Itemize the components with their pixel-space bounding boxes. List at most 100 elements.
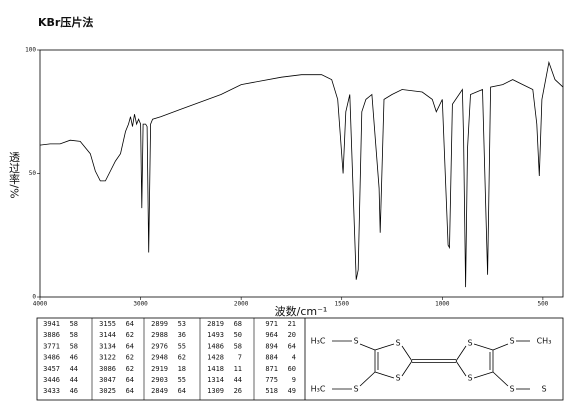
transmittance-cell: 49	[288, 387, 296, 395]
transmittance-cell: 62	[126, 365, 134, 373]
atom-label: S	[395, 339, 400, 348]
wavenumber-cell: 3486	[43, 354, 60, 362]
wavenumber-cell: 2919	[151, 365, 168, 373]
wavenumber-cell: 3155	[99, 320, 116, 328]
x-tick-label: 1000	[435, 301, 450, 308]
wavenumber-cell: 2849	[151, 387, 168, 395]
wavenumber-cell: 3457	[43, 365, 60, 373]
structure	[332, 340, 530, 390]
y-axis-label: 透过率/%	[8, 151, 21, 198]
transmittance-cell: 64	[288, 342, 296, 350]
wavenumber-cell: 2903	[151, 376, 168, 384]
wavenumber-cell: 1428	[207, 354, 224, 362]
transmittance-cell: 44	[234, 376, 242, 384]
transmittance-cell: 64	[178, 387, 186, 395]
transmittance-cell: 7	[238, 354, 242, 362]
wavenumber-cell: 3086	[99, 365, 116, 373]
atom-label: H₃C	[311, 385, 326, 394]
transmittance-cell: 64	[126, 387, 134, 395]
y-tick-label: 50	[29, 170, 37, 177]
transmittance-cell: 18	[178, 365, 186, 373]
transmittance-cell: 36	[178, 331, 186, 339]
transmittance-cell: 20	[288, 331, 296, 339]
spectrum-line	[39, 60, 564, 288]
transmittance-cell: 64	[126, 320, 134, 328]
transmittance-cell: 64	[126, 376, 134, 384]
bond	[401, 345, 413, 362]
atoms: H₃C S S S S S S CH₃ H₃C S S S	[311, 337, 552, 394]
bond	[455, 360, 467, 377]
wavenumber-cell: 964	[265, 331, 278, 339]
transmittance-cell: 46	[70, 354, 78, 362]
atom-label: S	[353, 337, 358, 346]
wavenumber-cell: 3446	[43, 376, 60, 384]
transmittance-cell: 55	[178, 376, 186, 384]
wavenumber-cell: 3771	[43, 342, 60, 350]
wavenumber-cell: 3941	[43, 320, 60, 328]
transmittance-cell: 55	[178, 342, 186, 350]
x-tick-label: 4000	[33, 301, 48, 308]
atom-label: CH₃	[537, 337, 552, 346]
wavenumber-cell: 2988	[151, 331, 168, 339]
atom-label: S	[509, 385, 514, 394]
table-frame	[36, 317, 564, 401]
wavenumber-cell: 2819	[207, 320, 224, 328]
atom-label: S	[353, 385, 358, 394]
transmittance-cell: 46	[70, 387, 78, 395]
wavenumber-cell: 894	[265, 342, 278, 350]
transmittance-cell: 62	[126, 331, 134, 339]
atom-label: S	[467, 339, 472, 348]
wavenumber-cell: 2899	[151, 320, 168, 328]
wavenumber-cell: 3025	[99, 387, 116, 395]
wavenumber-cell: 3433	[43, 387, 60, 395]
transmittance-cell: 58	[70, 320, 78, 328]
bond	[359, 371, 376, 387]
transmittance-cell: 26	[234, 387, 242, 395]
bond	[374, 371, 395, 379]
transmittance-cell: 21	[288, 320, 296, 328]
wavenumber-cell: 971	[265, 320, 278, 328]
x-tick-label: 3000	[133, 301, 148, 308]
bond	[492, 371, 509, 387]
atom-label: H₃C	[311, 337, 326, 346]
bond	[473, 343, 494, 351]
wavenumber-cell: 1493	[207, 331, 224, 339]
x-tick-label: 1500	[335, 301, 350, 308]
transmittance-cell: 9	[292, 376, 296, 384]
wavenumber-cell: 3122	[99, 354, 116, 362]
wavenumber-cell: 2976	[151, 342, 168, 350]
transmittance-cell: 58	[70, 342, 78, 350]
bond	[374, 343, 395, 351]
transmittance-cell: 58	[234, 342, 242, 350]
x-axis-label: 波数/cm⁻¹	[275, 305, 328, 318]
wavenumber-cell: 3144	[99, 331, 116, 339]
atom-label: S	[541, 385, 546, 394]
transmittance-cell: 58	[70, 331, 78, 339]
transmittance-cell: 4	[292, 354, 296, 362]
wavenumber-cell: 871	[265, 365, 278, 373]
wavenumber-cell: 3886	[43, 331, 60, 339]
transmittance-cell: 62	[178, 354, 186, 362]
transmittance-cell: 68	[234, 320, 242, 328]
bond	[455, 345, 467, 362]
wavenumber-cell: 518	[265, 387, 278, 395]
transmittance-cell: 60	[288, 365, 296, 373]
wavenumber-cell: 1309	[207, 387, 224, 395]
bond	[492, 343, 509, 351]
bond	[401, 360, 413, 377]
wavenumber-cell: 1486	[207, 342, 224, 350]
atom-label: S	[509, 337, 514, 346]
bond	[473, 371, 494, 379]
transmittance-cell: 62	[126, 354, 134, 362]
y-tick-label: 0	[32, 294, 36, 301]
wavenumber-cell: 3134	[99, 342, 116, 350]
x-tick-label: 500	[537, 301, 548, 308]
atom-label: S	[395, 374, 400, 383]
x-tick-label: 2000	[234, 301, 249, 308]
transmittance-cell: 44	[70, 365, 78, 373]
bond	[359, 343, 376, 351]
wavenumber-cell: 3047	[99, 376, 116, 384]
wavenumber-cell: 2948	[151, 354, 168, 362]
wavenumber-cell: 884	[265, 354, 278, 362]
